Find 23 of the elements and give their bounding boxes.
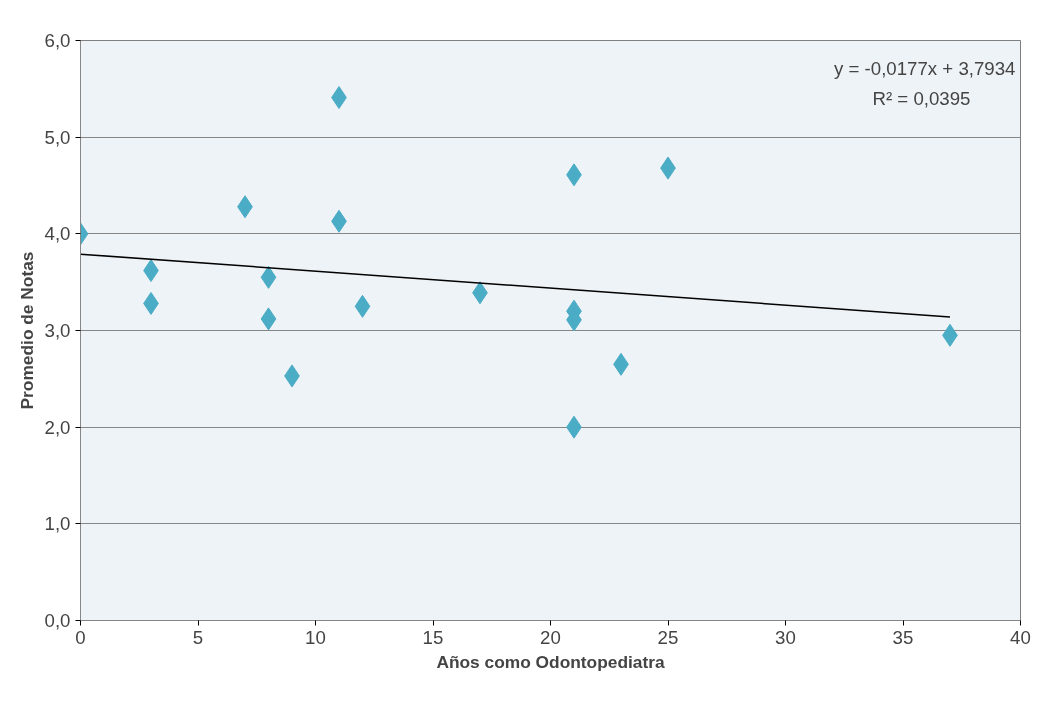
y-tick-label: 6,0 (44, 30, 71, 51)
y-tick-label: 2,0 (44, 416, 71, 438)
annotation: R² = 0,0395 (872, 87, 971, 109)
x-axis-title: Años como Odontopediatra (436, 651, 665, 672)
x-tick-label: 5 (192, 626, 204, 648)
x-tick-label: 40 (1010, 626, 1031, 648)
point (354, 294, 371, 318)
y-axis-title: Promedio de Notas (16, 251, 37, 410)
x-tick-label: 10 (305, 626, 326, 648)
y-tick-label: 3,0 (44, 320, 71, 341)
point (260, 265, 277, 289)
annotation: y = -0,0177x + 3,7934 (833, 57, 1016, 79)
x-tick-label: 0 (75, 626, 86, 648)
x-tick-label: 25 (657, 626, 679, 648)
y-tick-label: 5,0 (44, 126, 71, 148)
y-tick-label: 4,0 (44, 223, 71, 245)
x-tick-label: 30 (775, 626, 796, 648)
y-tick-label: 0,0 (44, 610, 71, 631)
x-tick-label: 35 (892, 626, 914, 648)
point (260, 307, 277, 331)
y-tick-label: 1,0 (44, 513, 71, 535)
x-tick-label: 20 (540, 626, 561, 648)
x-tick-label: 15 (422, 626, 444, 648)
